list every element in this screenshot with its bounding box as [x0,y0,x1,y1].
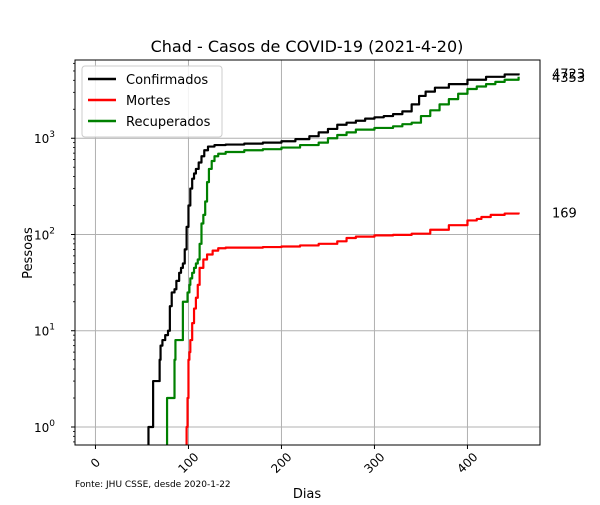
series-layer [147,73,520,445]
legend-label-mortes: Mortes [126,94,171,109]
series-line-recuperados [165,76,520,445]
end-label-confirmados: 4723 [552,67,585,82]
legend: Confirmados Mortes Recuperados [81,65,223,138]
y-axis-title: Pessoas [21,227,36,279]
legend-box [81,65,223,138]
end-label-mortes: 169 [552,207,577,222]
series-line-confirmados [147,73,520,445]
chart-title: Chad - Casos de COVID-19 (2021-4-20) [151,37,464,56]
y-tick-label: 101 [34,323,55,339]
y-tick-label: 100 [34,419,55,435]
legend-label-confirmados: Confirmados [126,73,208,88]
end-label-layer: 4723 169 4353 [552,67,585,221]
legend-label-recuperados: Recuperados [126,115,211,130]
x-axis-title: Dias [293,487,322,500]
source-note: Fonte: JHU CSSE, desde 2020-1-22 [75,480,231,490]
grid-layer [75,60,540,445]
series-line-mortes [185,212,520,445]
y-tick-label: 103 [34,130,55,146]
y-tick-label: 102 [34,226,55,242]
plot-frame [74,59,541,446]
end-label-recuperados: 4353 [552,71,585,86]
